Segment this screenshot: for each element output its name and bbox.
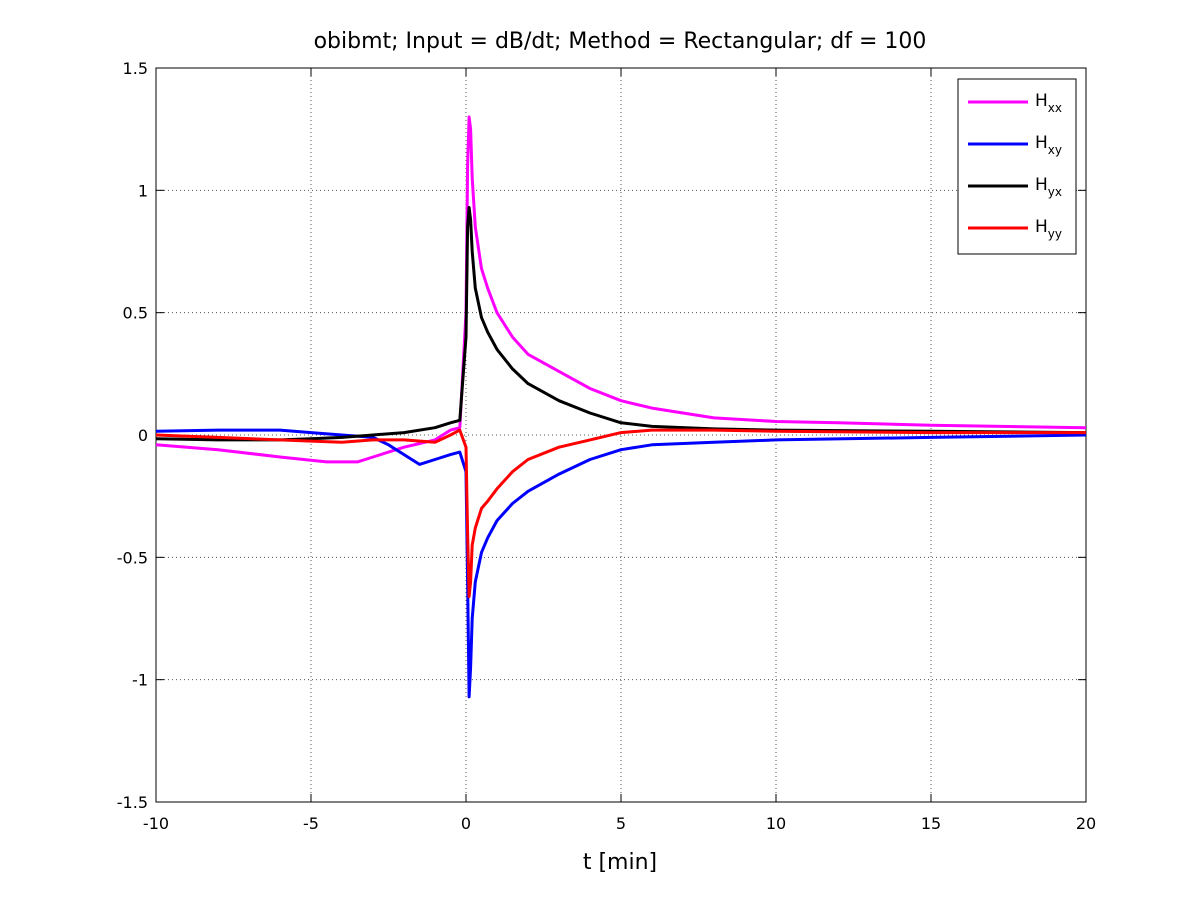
y-tick-label: -0.5 bbox=[117, 548, 148, 567]
legend-label-subscript: yy bbox=[1048, 227, 1062, 241]
x-tick-label: 10 bbox=[766, 814, 786, 833]
x-tick-label: 5 bbox=[616, 814, 626, 833]
y-tick-label: 0.5 bbox=[123, 304, 148, 323]
legend-label-subscript: yx bbox=[1048, 185, 1062, 199]
x-tick-label: -10 bbox=[143, 814, 169, 833]
series-line-hyy bbox=[155, 428, 1086, 598]
y-tick-label: -1 bbox=[132, 671, 148, 690]
chart-title: obibmt; Input = dB/dt; Method = Rectangu… bbox=[314, 29, 927, 54]
legend-box bbox=[957, 78, 1077, 255]
x-tick-label: 20 bbox=[1076, 814, 1096, 833]
x-tick-label: 0 bbox=[461, 814, 471, 833]
legend-label-subscript: xy bbox=[1048, 143, 1062, 157]
series-lines bbox=[155, 115, 1087, 699]
series-line-hxy bbox=[155, 428, 1087, 699]
y-tick-label: -1.5 bbox=[117, 793, 148, 812]
y-tick-label: 1.5 bbox=[123, 59, 148, 78]
y-tick-label: 0 bbox=[138, 426, 148, 445]
x-tick-label: -5 bbox=[303, 814, 319, 833]
y-tick-label: 1 bbox=[138, 181, 148, 200]
x-axis-label: t [min] bbox=[583, 850, 657, 875]
tick-labels: -10 -5 0 5 10 15 20 -1.5 -1 -0.5 0 0.5 1 1.5 bbox=[117, 59, 1096, 833]
grid bbox=[156, 68, 1086, 802]
series-line-hxx bbox=[155, 115, 1087, 464]
series-line-hyx bbox=[155, 206, 1087, 442]
legend-label-subscript: xx bbox=[1048, 101, 1062, 115]
x-tick-label: 15 bbox=[921, 814, 941, 833]
